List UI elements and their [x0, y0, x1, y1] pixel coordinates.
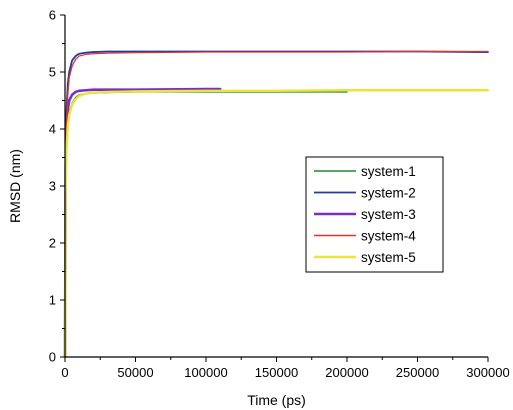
series-line-5: [63, 89, 490, 359]
legend-label-5: system-5: [361, 250, 416, 265]
series-line-1: [64, 91, 348, 358]
y-tick-label: 1: [49, 293, 56, 308]
x-axis-title: Time (ps): [247, 392, 306, 408]
x-tick-label: 100000: [184, 365, 227, 380]
plot-lines: [63, 50, 490, 359]
x-tick-label: 150000: [255, 365, 298, 380]
series-line-3: [63, 87, 222, 359]
x-tick-label: 250000: [396, 365, 439, 380]
legend-label-4: system-4: [361, 229, 416, 244]
y-axis-title: RMSD (nm): [7, 149, 23, 223]
y-tick-label: 3: [49, 179, 56, 194]
x-tick-label: 0: [61, 365, 68, 380]
x-tick-label: 50000: [117, 365, 153, 380]
y-tick-label: 5: [49, 65, 56, 80]
legend-label-3: system-3: [361, 207, 416, 222]
y-tick-label: 4: [49, 122, 56, 137]
x-tick-label: 200000: [325, 365, 368, 380]
y-tick-label: 0: [49, 350, 56, 365]
x-tick-label: 300000: [466, 365, 509, 380]
legend: system-1 system-2 system-3 system-4 system-5: [305, 156, 444, 273]
y-tick-label: 2: [49, 236, 56, 251]
series-line-4: [64, 50, 489, 358]
legend-label-1: system-1: [361, 164, 416, 179]
legend-label-2: system-2: [361, 186, 416, 201]
y-tick-label: 6: [49, 8, 56, 23]
ticks: 0 50000 100000 150000 200000 250000 300000 0 1 2 3…: [49, 8, 510, 381]
